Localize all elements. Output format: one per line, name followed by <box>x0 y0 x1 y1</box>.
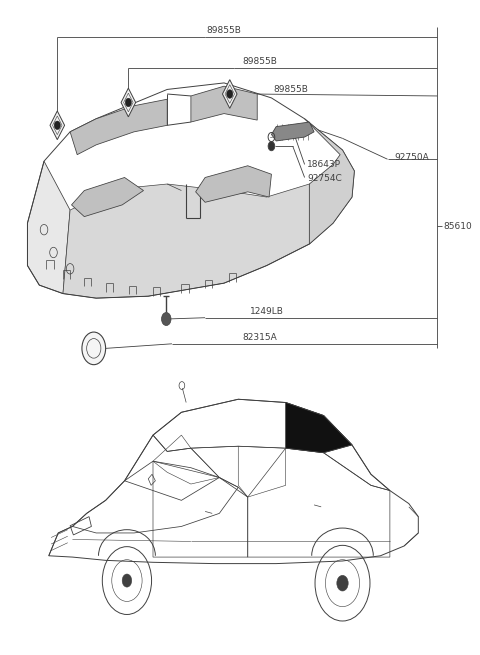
Text: 82315A: 82315A <box>242 333 277 342</box>
Circle shape <box>268 141 275 151</box>
Text: 89855B: 89855B <box>206 26 241 35</box>
Polygon shape <box>70 99 167 155</box>
Circle shape <box>125 98 132 107</box>
Circle shape <box>122 574 132 587</box>
Polygon shape <box>222 80 237 108</box>
Circle shape <box>162 312 171 326</box>
Polygon shape <box>50 111 65 140</box>
Circle shape <box>54 121 60 130</box>
Polygon shape <box>27 161 70 293</box>
Circle shape <box>227 90 233 98</box>
Polygon shape <box>63 184 309 298</box>
Text: 1249LB: 1249LB <box>250 307 284 316</box>
Text: 89855B: 89855B <box>242 57 277 66</box>
Circle shape <box>337 575 348 591</box>
Text: 85610: 85610 <box>443 222 472 231</box>
Text: 89855B: 89855B <box>273 85 308 94</box>
Polygon shape <box>72 178 144 217</box>
Polygon shape <box>286 403 352 453</box>
Text: 92750A: 92750A <box>395 153 430 162</box>
Text: 18643P: 18643P <box>307 160 341 169</box>
Polygon shape <box>121 88 136 117</box>
Circle shape <box>82 332 106 365</box>
Polygon shape <box>305 119 354 244</box>
Polygon shape <box>271 122 314 141</box>
Polygon shape <box>191 86 257 122</box>
Text: 92754C: 92754C <box>307 174 342 183</box>
Polygon shape <box>196 166 271 202</box>
